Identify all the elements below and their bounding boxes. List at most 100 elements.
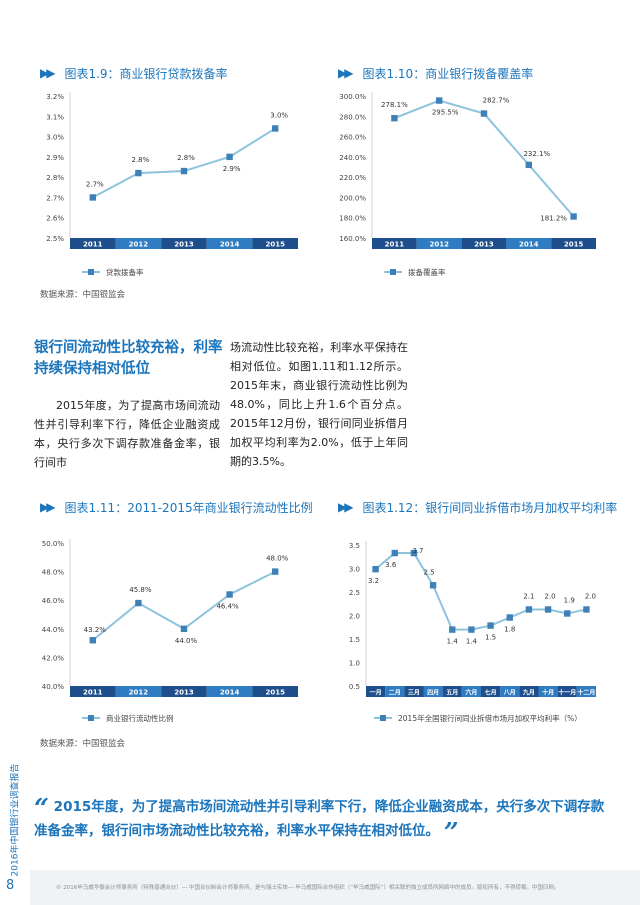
x-category-band xyxy=(538,686,558,697)
legend-label: 2015年全国银行间同业拆借市场月加权平均利率（%） xyxy=(398,713,582,723)
data-point xyxy=(226,153,233,161)
x-category-band xyxy=(461,686,481,697)
data-label: 2.8% xyxy=(177,154,195,162)
chart-title: 图表1.11：2011-2015年商业银行流动性比例 xyxy=(64,500,313,515)
chart-title: 图表1.10：商业银行拨备覆盖率 xyxy=(362,66,534,81)
body-paragraph-right: 场流动性比较充裕，利率水平保持在相对低位。如图1.11和1.12所示。2015年… xyxy=(230,341,408,468)
data-label: 3.0% xyxy=(270,111,288,119)
data-point xyxy=(391,115,398,122)
data-label: 2.0 xyxy=(585,592,596,600)
series-line xyxy=(92,127,276,199)
data-label: 2.1 xyxy=(523,592,534,600)
chart-plot: 160.0% 180.0% 200.0% 220.0% 240.0% 260.0% 280.… xyxy=(339,92,596,277)
chart-title: 图表1.12：银行间同业拆借市场月加权平均利率 xyxy=(362,500,618,515)
chart-plot: 2.5% 2.6% 2.7% 2.8% 2.9% 3.0% 3.1% 3.2% 2011 2012… xyxy=(46,92,298,277)
data-label: 43.2% xyxy=(84,626,107,634)
data-label: 45.8% xyxy=(129,586,152,594)
legend-marker xyxy=(380,715,386,721)
chart-loan-provision-ratio: ▶▶ 图表1.9：商业银行贷款拨备率 2.5% 2.6% 2.7% 2.8% 2.9% 3… xyxy=(40,64,305,304)
data-label: 1.4 xyxy=(466,638,478,646)
data-point xyxy=(180,167,188,175)
data-point xyxy=(449,626,456,633)
chart-header: ▶▶ 图表1.9：商业银行贷款拨备率 xyxy=(40,64,228,82)
x-category-band xyxy=(423,686,443,697)
open-quote-mark: “ xyxy=(34,794,49,824)
data-point xyxy=(226,591,233,598)
data-point xyxy=(180,625,188,632)
x-tick-label: 2012 xyxy=(129,241,149,249)
data-label: 1.8 xyxy=(504,626,515,634)
y-tick-label: 220.0% xyxy=(339,174,366,182)
data-point xyxy=(544,606,552,613)
x-category-band xyxy=(206,238,253,249)
x-tick-label: 2014 xyxy=(519,241,539,249)
y-tick-label: 280.0% xyxy=(339,113,366,121)
data-label: 1.5 xyxy=(485,634,496,642)
x-tick-label: 九月 xyxy=(522,689,535,697)
data-label: 2.5 xyxy=(424,568,435,576)
y-tick-label: 2.5% xyxy=(46,235,64,243)
x-category-band xyxy=(519,686,539,697)
chart-liquidity-ratio: ▶▶ 图表1.11：2011-2015年商业银行流动性比例 40.0% 42.0%… xyxy=(40,498,313,738)
data-point xyxy=(89,194,96,201)
series-line xyxy=(394,99,575,218)
y-tick-label: 200.0% xyxy=(339,194,366,202)
data-point xyxy=(135,169,142,177)
y-tick-label: 3.1% xyxy=(46,113,64,121)
page-number: 8 xyxy=(6,878,15,893)
data-label: 46.4% xyxy=(216,602,239,610)
x-tick-label: 五月 xyxy=(446,689,458,697)
y-tick-label: 160.0% xyxy=(339,235,366,243)
legend-label: 贷款拨备率 xyxy=(106,267,144,277)
y-tick-label: 3.5 xyxy=(349,542,360,550)
data-label: 44.0% xyxy=(175,637,198,645)
x-category-band xyxy=(481,686,501,697)
x-category-band xyxy=(70,686,116,697)
y-tick-label: 42.0% xyxy=(42,654,65,662)
data-label: 3.2 xyxy=(368,577,379,585)
x-tick-label: 2011 xyxy=(83,689,103,697)
body-paragraph-left: 2015年度，为了提高市场间流动性并引导利率下行，降低企业融资成本，央行多次下调… xyxy=(34,399,220,469)
y-tick-label: 260.0% xyxy=(339,134,366,142)
data-point xyxy=(89,637,96,644)
y-tick-label: 0.5 xyxy=(349,683,360,691)
x-category-band xyxy=(442,686,462,697)
y-tick-label: 48.0% xyxy=(42,569,65,577)
x-category-band xyxy=(404,686,424,697)
data-point xyxy=(564,610,571,617)
x-tick-label: 三月 xyxy=(408,689,420,697)
y-tick-label: 3.2% xyxy=(46,93,64,101)
x-tick-label: 十一月 xyxy=(558,689,576,697)
x-tick-label: 二月 xyxy=(389,689,401,697)
x-category-band xyxy=(385,686,405,697)
data-point xyxy=(525,606,533,613)
data-point xyxy=(506,614,513,621)
x-tick-label: 十月 xyxy=(542,689,554,697)
data-point xyxy=(468,626,475,633)
y-tick-label: 3.0 xyxy=(349,566,360,574)
double-arrow-icon: ▶▶ xyxy=(40,66,56,80)
x-tick-label: 一月 xyxy=(370,689,382,697)
y-tick-label: 46.0% xyxy=(42,597,65,605)
y-tick-label: 2.6% xyxy=(46,215,64,223)
y-tick-label: 1.0 xyxy=(349,660,360,668)
data-label: 1.9 xyxy=(564,596,575,604)
x-tick-label: 2015 xyxy=(265,241,285,249)
close-quote-mark: ” xyxy=(443,818,459,848)
data-label: 2.7% xyxy=(86,180,104,188)
x-category-band xyxy=(372,238,417,249)
legend-marker xyxy=(88,715,94,721)
data-point xyxy=(272,125,279,132)
footer-bar xyxy=(30,870,640,905)
x-category-band xyxy=(416,238,462,249)
data-point xyxy=(480,110,488,117)
double-arrow-icon: ▶▶ xyxy=(338,500,354,514)
x-tick-label: 2015 xyxy=(564,241,584,249)
x-category-band xyxy=(366,686,386,697)
data-label: 282.7% xyxy=(483,97,510,105)
data-source-note: 数据来源：中国银监会 xyxy=(40,739,126,749)
x-tick-label: 2013 xyxy=(174,689,194,697)
chart-title: 图表1.9：商业银行贷款拨备率 xyxy=(64,66,228,81)
data-point xyxy=(410,549,418,557)
x-category-band xyxy=(252,686,298,697)
